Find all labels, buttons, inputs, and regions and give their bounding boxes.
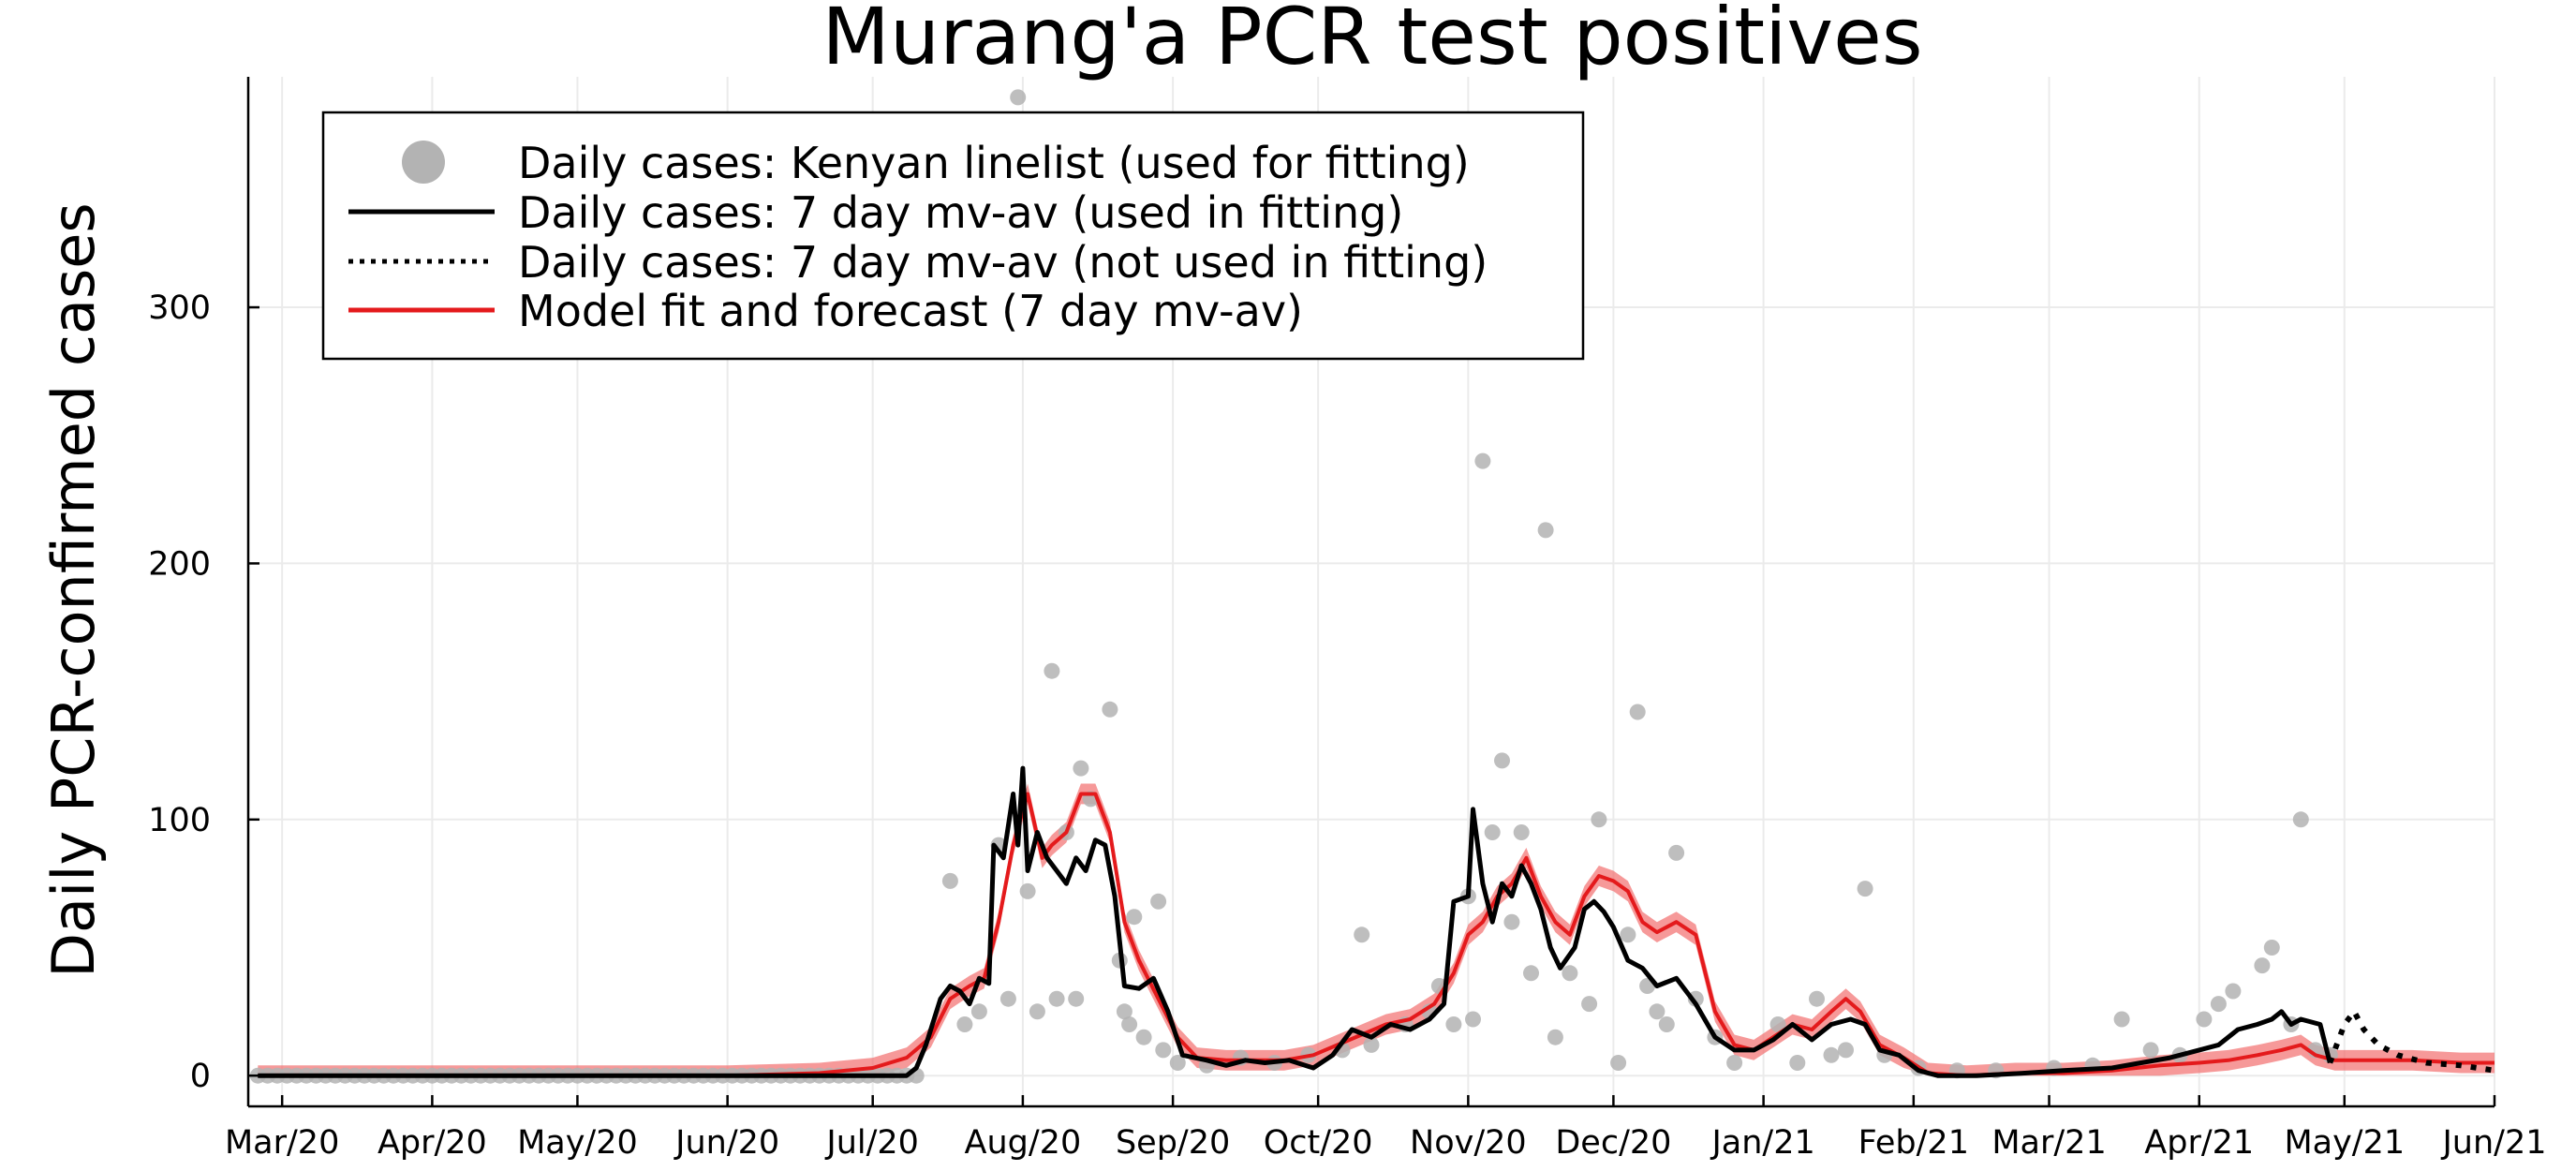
scatter-point-73 [2210,996,2227,1013]
legend-item-mvav-used: Daily cases: 7 day mv-av (used in fittin… [348,187,1403,238]
mvav-not-used-line [2327,1006,2495,1074]
scatter-point-46 [1591,811,1607,828]
scatter-point-36 [1474,452,1491,469]
legend-box [321,111,1585,361]
scatter-point-40 [1513,824,1530,840]
x-tick-label-11: Feb/21 [1858,1124,1969,1162]
scatter-point-49 [1629,704,1646,720]
x-tick-label-9: Dec/20 [1555,1124,1671,1162]
line-series-layer [258,765,2495,1078]
scatter-point-33 [1445,1016,1462,1032]
x-tick-label-10: Jan/21 [1710,1124,1814,1162]
scatter-point-52 [1658,1016,1675,1032]
scatter-point-17 [1121,1016,1138,1032]
scatter-point-0 [941,872,958,889]
x-tick-label-12: Mar/21 [1991,1124,2106,1162]
scatter-point-53 [1668,844,1685,861]
x-tick-label-8: Nov/20 [1410,1124,1527,1162]
axes: Mar/20 Apr/20 May/20 Jun/20 Jul/20 Aug/20 Sep/… [148,77,2547,1162]
scatter-point-41 [1523,965,1539,982]
x-tick-label-14: May/21 [2284,1124,2405,1162]
scatter-point-51 [1649,1003,1666,1020]
legend-item-mvav-not-used: Daily cases: 7 day mv-av (not used in fi… [348,237,1488,288]
scatter-point-1 [956,1016,973,1032]
scatter-point-44 [1562,965,1578,982]
scatter-point-48 [1620,926,1636,943]
scatter-point-47 [1610,1055,1627,1071]
scatter-point-58 [1789,1055,1806,1071]
scatter-point-45 [1581,996,1598,1013]
y-tick-label-0: 0 [190,1058,211,1095]
scatter-point-62 [1857,881,1873,897]
scatter-point-6 [1019,882,1036,899]
legend-label-model: Model fit and forecast (7 day mv-av) [518,286,1303,336]
x-tick-label-4: Jul/20 [824,1124,919,1162]
scatter-point-70 [2142,1042,2159,1059]
scatter-point-43 [1547,1029,1563,1045]
x-tick-label-15: Jun/21 [2440,1124,2546,1162]
scatter-point-9 [1048,990,1065,1007]
scatter-point-29 [1363,1036,1380,1053]
scatter-point-74 [2225,983,2242,1000]
scatter-point-42 [1537,522,1554,539]
model-band-area [258,783,2495,1076]
scatter-point-39 [1503,913,1520,930]
legend-item-model: Model fit and forecast (7 day mv-av) [348,286,1303,336]
scatter-point-18 [1126,909,1143,926]
model-fit-line [258,792,2495,1078]
scatter-point-8 [1044,662,1060,679]
mvav-used-line [258,765,2332,1078]
chart-title: Murang'a PCR test positives [822,0,1922,82]
legend-marker-scatter [402,141,445,184]
scatter-point-78 [2292,811,2309,828]
scatter-point-60 [1823,1046,1840,1063]
scatter-point-19 [1135,1029,1152,1045]
scatter-point-59 [1809,990,1825,1007]
scatter-point-11 [1068,990,1085,1007]
scatter-point-37 [1484,824,1501,840]
scatter-point-20 [1150,893,1167,910]
scatter-point-56 [1726,1055,1743,1071]
scatter-point-14 [1102,701,1118,718]
legend-label-linelist: Daily cases: Kenyan linelist (used for f… [518,138,1470,188]
x-tick-label-13: Apr/21 [2144,1124,2254,1162]
scatter-point-12 [1073,760,1089,777]
scatter-point-72 [2196,1011,2213,1028]
x-tick-label-6: Sep/20 [1116,1124,1230,1162]
model-uncertainty-band [258,783,2495,1076]
scatter-point-22 [1169,1055,1186,1071]
scatter-point-4 [999,990,1016,1007]
y-tick-label-3: 300 [148,289,211,327]
legend-item-linelist: Daily cases: Kenyan linelist (used for f… [402,138,1470,188]
scatter-point-75 [2254,957,2271,974]
scatter-point-2 [970,1003,987,1020]
x-tick-label-7: Oct/20 [1264,1124,1373,1162]
scatter-point-28 [1354,926,1370,943]
legend-label-mvav-not-used: Daily cases: 7 day mv-av (not used in fi… [518,237,1488,288]
y-axis-label: Daily PCR-confirmed cases [39,202,108,977]
x-tick-label-3: Jun/20 [674,1124,779,1162]
scatter-point-5 [1010,89,1027,106]
scatter-point-69 [2113,1011,2130,1028]
legend: Daily cases: Kenyan linelist (used for f… [321,111,1585,361]
y-tick-label-2: 200 [148,545,211,583]
scatter-point-76 [2263,940,2280,956]
scatter-point-7 [1029,1003,1045,1020]
x-tick-label-0: Mar/20 [225,1124,339,1162]
scatter-point-16 [1116,1003,1133,1020]
x-tick-label-5: Aug/20 [965,1124,1082,1162]
y-tick-label-1: 100 [148,802,211,839]
scatter-point-35 [1465,1011,1481,1028]
x-tick-label-1: Apr/20 [378,1124,487,1162]
scatter-point-57 [1769,1016,1786,1032]
scatter-point-61 [1838,1042,1854,1059]
scatter-point-38 [1494,752,1510,769]
scatter-point-21 [1155,1042,1172,1059]
x-tick-label-2: May/20 [517,1124,638,1162]
legend-label-mvav-used: Daily cases: 7 day mv-av (used in fittin… [518,187,1403,238]
